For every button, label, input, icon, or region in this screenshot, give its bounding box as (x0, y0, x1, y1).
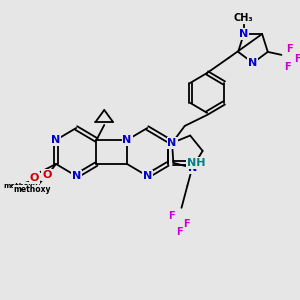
Text: F: F (294, 54, 300, 64)
Text: methoxy: methoxy (4, 183, 38, 189)
Text: N: N (167, 138, 177, 148)
Text: N: N (72, 171, 81, 181)
Text: N: N (248, 58, 258, 68)
Text: O: O (42, 170, 52, 180)
Text: N: N (143, 171, 152, 181)
Text: F: F (284, 62, 291, 72)
Text: F: F (169, 211, 175, 221)
Text: F: F (176, 227, 183, 237)
Text: N: N (51, 135, 61, 145)
Text: F: F (183, 219, 190, 229)
Text: CH₃: CH₃ (234, 13, 254, 23)
Text: F: F (286, 44, 292, 54)
Text: methoxy: methoxy (14, 185, 51, 194)
Text: N: N (239, 29, 248, 39)
Text: O: O (30, 173, 39, 183)
Text: N: N (188, 163, 197, 173)
Text: N: N (122, 135, 132, 145)
Text: NH: NH (187, 158, 205, 168)
